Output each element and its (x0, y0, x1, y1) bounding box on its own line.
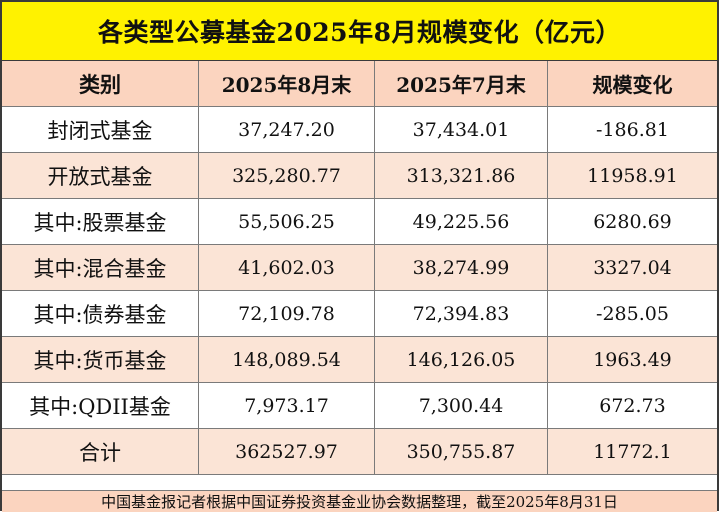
row-aug-value: 37,247.20 (199, 107, 375, 152)
table-row: 其中:QDII基金 7,973.17 7,300.44 672.73 (2, 383, 717, 429)
row-jul-value: 72,394.83 (375, 291, 548, 336)
table-row: 其中:股票基金 55,506.25 49,225.56 6280.69 (2, 199, 717, 245)
row-category: 其中:债券基金 (2, 291, 199, 336)
source-footnote: 中国基金报记者根据中国证券投资基金业协会数据整理，截至2025年8月31日 (2, 490, 717, 512)
row-aug-value: 55,506.25 (199, 199, 375, 244)
row-change-value: 1963.49 (593, 348, 672, 371)
header-row: 类别 2025年8月末 2025年7月末 规模变化 (2, 61, 717, 107)
row-category: 其中:股票基金 (2, 199, 199, 244)
header-category: 类别 (2, 61, 199, 106)
row-change-value: 672.73 (599, 394, 666, 417)
row-category: 其中:货币基金 (2, 337, 199, 382)
row-jul-value: 7,300.44 (375, 383, 548, 428)
row-category: 其中:QDII基金 (2, 383, 199, 428)
table-row: 封闭式基金 37,247.20 37,434.01 -186.81 (2, 107, 717, 153)
row-aug-value: 362527.97 (199, 429, 375, 474)
row-aug-value: 325,280.77 (199, 153, 375, 198)
row-jul-value: 38,274.99 (375, 245, 548, 290)
row-aug-value: 7,973.17 (199, 383, 375, 428)
table-row: 其中:债券基金 72,109.78 72,394.83 -285.05 (2, 291, 717, 337)
row-jul-value: 146,126.05 (375, 337, 548, 382)
row-category: 封闭式基金 (2, 107, 199, 152)
table-grid: 类别 2025年8月末 2025年7月末 规模变化 封闭式基金 37,247.2… (2, 61, 717, 475)
row-jul-value: 350,755.87 (375, 429, 548, 474)
total-row: 合计 362527.97 350,755.87 11772.1 (2, 429, 717, 475)
row-change-value: 11958.91 (587, 164, 678, 187)
row-category: 开放式基金 (2, 153, 199, 198)
row-change-value: -285.05 (596, 302, 669, 325)
row-change-value: 11772.1 (593, 440, 672, 463)
table-row: 其中:混合基金 41,602.03 38,274.99 3327.04 (2, 245, 717, 291)
table-row: 开放式基金 325,280.77 313,321.86 11958.91 (2, 153, 717, 199)
row-jul-value: 313,321.86 (375, 153, 548, 198)
row-jul-value: 49,225.56 (375, 199, 548, 244)
row-category: 合计 (2, 429, 199, 474)
row-change-value: -186.81 (596, 118, 669, 141)
row-aug-value: 148,089.54 (199, 337, 375, 382)
row-aug-value: 41,602.03 (199, 245, 375, 290)
row-category: 其中:混合基金 (2, 245, 199, 290)
row-jul-value: 37,434.01 (375, 107, 548, 152)
row-aug-value: 72,109.78 (199, 291, 375, 336)
header-jul: 2025年7月末 (375, 61, 548, 106)
row-change-value: 3327.04 (593, 256, 672, 279)
table-row: 其中:货币基金 148,089.54 146,126.05 1963.49 (2, 337, 717, 383)
table-title: 各类型公募基金2025年8月规模变化（亿元） (2, 2, 717, 61)
header-change: 规模变化 (592, 73, 673, 97)
header-aug: 2025年8月末 (199, 61, 375, 106)
row-change-value: 6280.69 (593, 210, 672, 233)
